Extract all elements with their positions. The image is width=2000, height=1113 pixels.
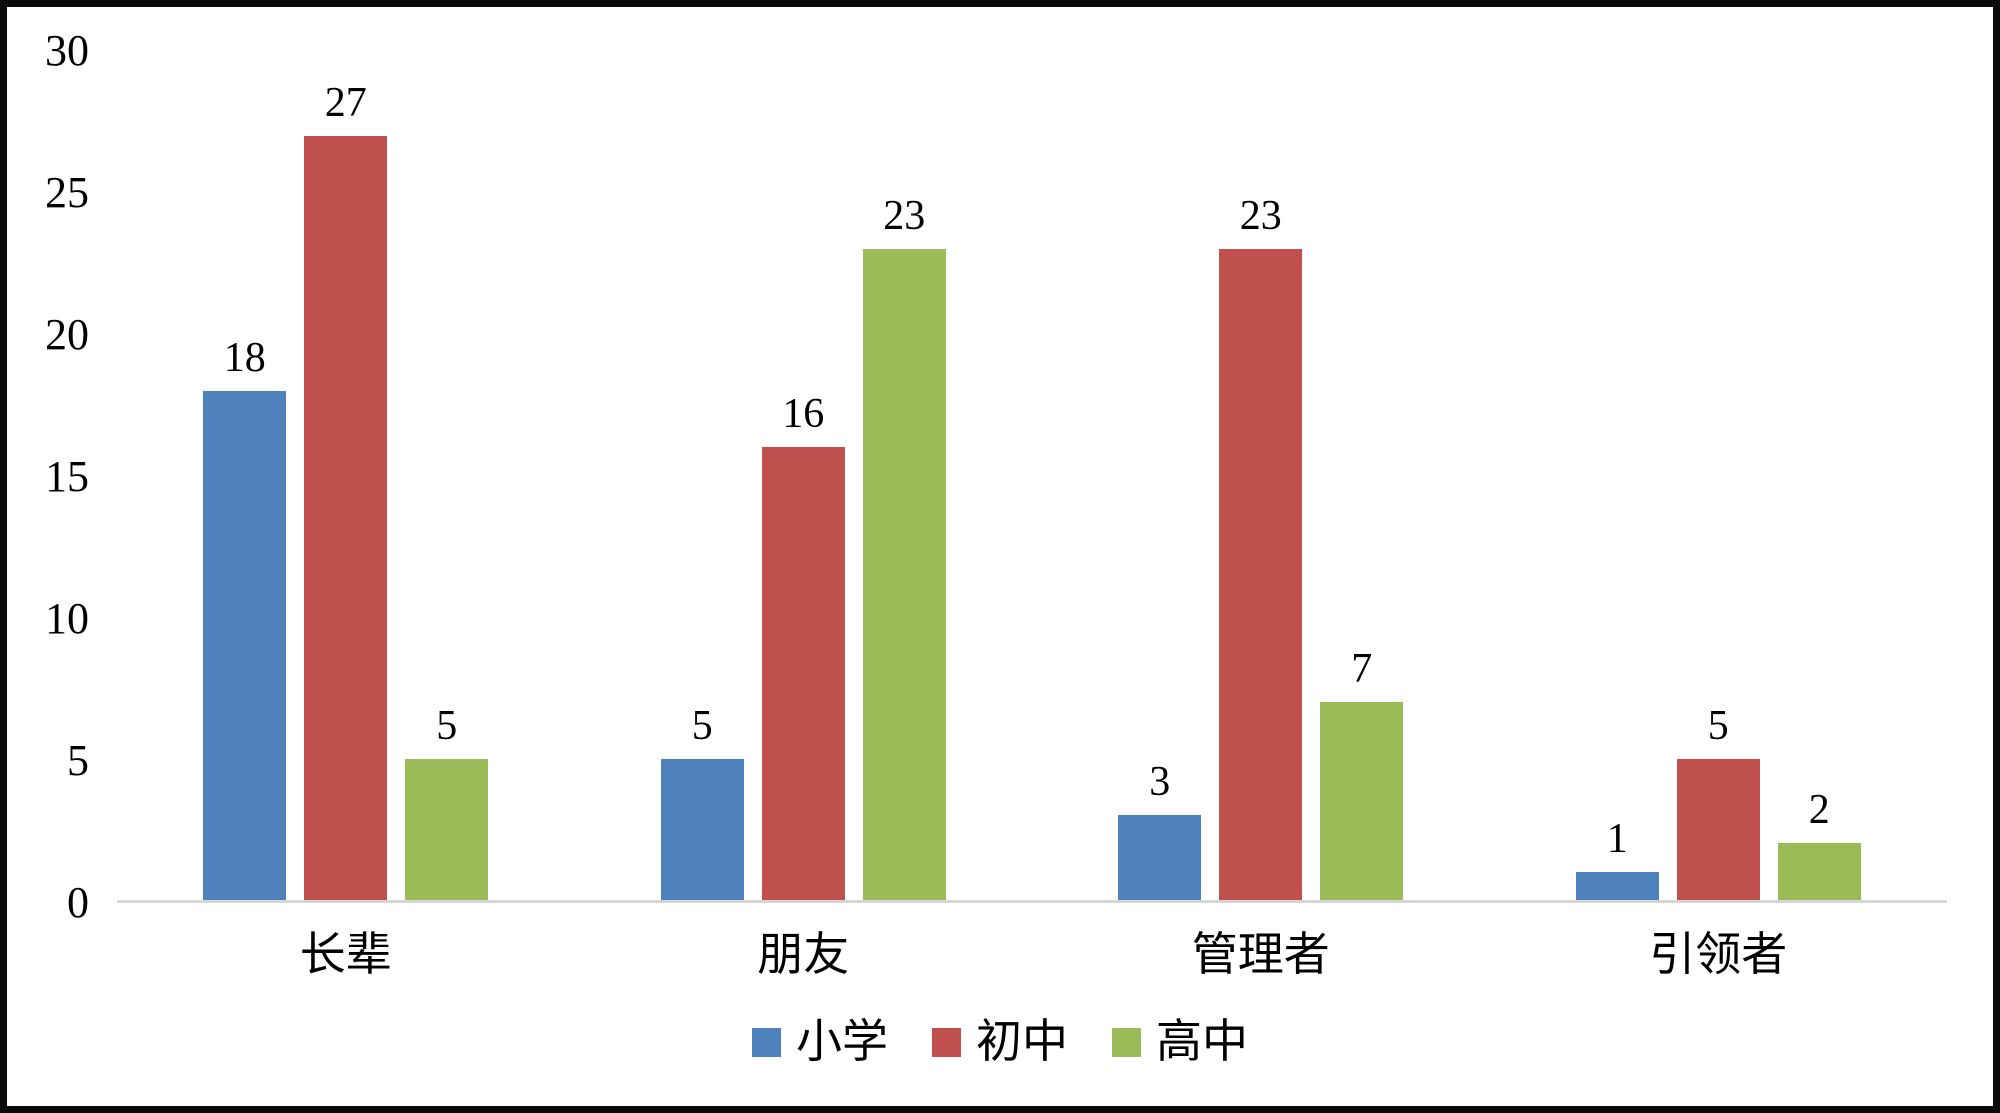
bar-value-label: 5	[691, 702, 713, 749]
bar-group: 5 16 23	[575, 51, 1033, 900]
bar-column: 18	[203, 51, 287, 900]
category-label: 管理者	[1191, 929, 1330, 980]
bar-value-label: 18	[223, 334, 266, 381]
bar-value-label: 5	[436, 702, 458, 749]
y-tick-label: 15	[45, 452, 89, 501]
bar	[1320, 701, 1404, 900]
y-tick-label: 0	[67, 878, 89, 927]
bar-column: 5	[405, 51, 489, 900]
y-tick-label: 5	[67, 736, 89, 786]
legend: 小学 初中 高中	[7, 1019, 1993, 1065]
y-tick-label: 30	[45, 26, 89, 75]
bar-value-label: 7	[1351, 645, 1373, 692]
bar-value-label: 23	[883, 193, 926, 240]
bar-value-label: 27	[324, 79, 367, 126]
bar-column: 1	[1575, 51, 1659, 900]
bar-column: 2	[1777, 51, 1861, 900]
y-tick-label: 10	[45, 594, 89, 644]
bar-value-label: 16	[782, 391, 825, 438]
bar-column: 5	[660, 51, 744, 900]
y-tick-label: 25	[45, 168, 89, 217]
legend-swatch-icon	[1112, 1027, 1141, 1057]
bar-value-label: 2	[1808, 787, 1830, 834]
bar-group: 1 5 2	[1490, 51, 1948, 900]
bar-value-label: 1	[1606, 815, 1628, 862]
legend-item: 小学	[752, 1019, 888, 1065]
category-label: 长辈	[299, 929, 392, 980]
plot-area: 18 27 5 5 16 23 3 23 7 1 5 2	[117, 51, 1947, 903]
bar	[862, 249, 946, 900]
legend-swatch-icon	[932, 1027, 961, 1057]
bar-column: 23	[1219, 51, 1303, 900]
category-label: 引领者	[1649, 929, 1788, 980]
bar-column: 7	[1320, 51, 1404, 900]
bar	[1777, 843, 1861, 900]
bar-group: 18 27 5	[117, 51, 575, 900]
bar-column: 27	[304, 51, 388, 900]
y-axis: 0 5 10 15 20 25 30	[7, 29, 107, 925]
category-label: 朋友	[757, 929, 850, 980]
legend-label: 小学	[796, 1016, 888, 1067]
legend-label: 初中	[976, 1016, 1068, 1067]
bar-value-label: 3	[1149, 759, 1171, 806]
bar-group: 3 23 7	[1032, 51, 1490, 900]
bar	[405, 758, 489, 900]
bar	[1219, 249, 1303, 900]
bar-column: 3	[1118, 51, 1202, 900]
x-axis-category-labels: 长辈 朋友 管理者 引领者	[117, 906, 1947, 996]
bar	[203, 390, 287, 900]
legend-label: 高中	[1156, 1016, 1248, 1067]
y-tick-label: 20	[45, 310, 89, 360]
bar	[304, 135, 388, 900]
bar	[660, 758, 744, 900]
bar-value-label: 23	[1239, 193, 1282, 240]
legend-item: 初中	[932, 1019, 1068, 1065]
bar-column: 5	[1676, 51, 1760, 900]
bar-column: 23	[862, 51, 946, 900]
bar	[1575, 871, 1659, 900]
bar-column: 16	[761, 51, 845, 900]
bar-value-label: 5	[1707, 702, 1729, 749]
bar	[1676, 758, 1760, 900]
bar	[1118, 815, 1202, 900]
bar	[761, 447, 845, 900]
legend-item: 高中	[1112, 1019, 1248, 1065]
legend-swatch-icon	[752, 1027, 781, 1057]
